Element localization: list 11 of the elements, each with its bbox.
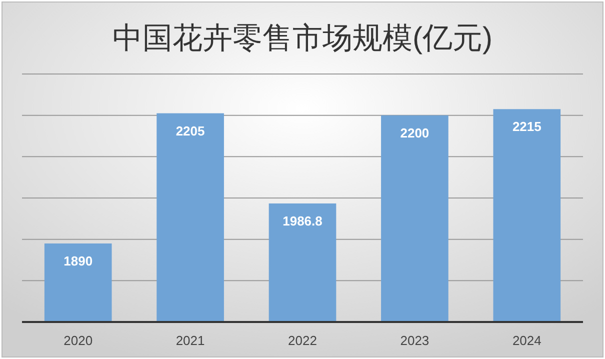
- data-label: 2205: [176, 123, 205, 138]
- x-tick-label: 2023: [400, 333, 430, 348]
- x-tick-label: 2022: [288, 333, 317, 348]
- x-tick-label: 2024: [512, 333, 542, 348]
- data-label: 2215: [512, 119, 542, 134]
- data-label: 2200: [400, 125, 430, 140]
- chart-title: 中国花卉零售市场规模(亿元): [112, 22, 492, 55]
- data-label: 1986.8: [282, 213, 322, 228]
- x-tick-label: 2021: [176, 333, 205, 348]
- data-label: 1890: [64, 253, 93, 268]
- x-tick-label: 2020: [64, 333, 93, 348]
